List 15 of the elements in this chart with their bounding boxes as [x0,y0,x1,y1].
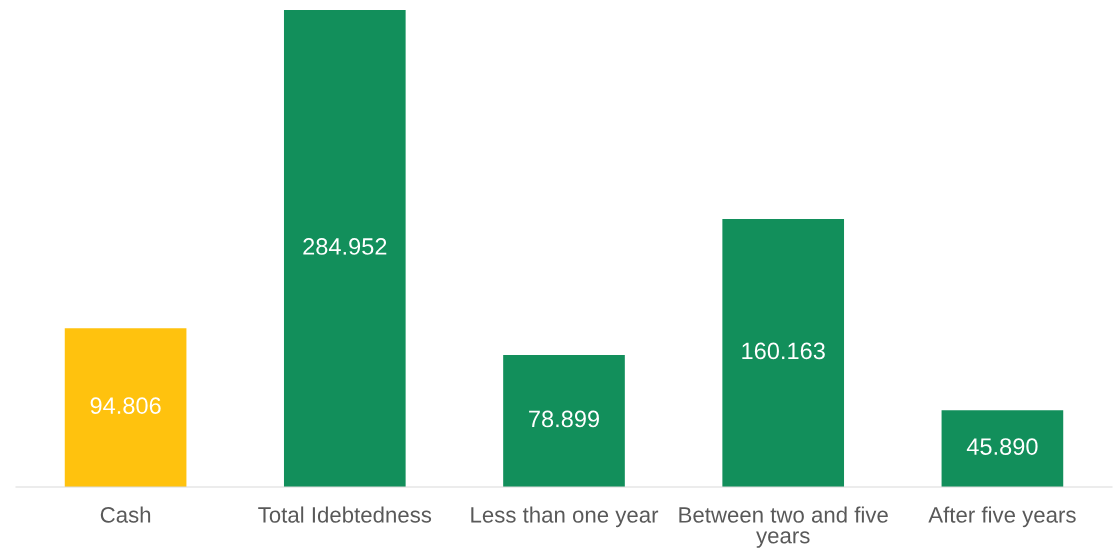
bar [722,218,845,487]
bar [64,328,187,487]
x-tick-label: Cash [100,506,151,523]
data-label: 45.890 [966,438,1038,455]
data-label: 160.163 [742,342,825,360]
data-label: 78.899 [529,410,599,428]
x-tick-label: Between two and five years [679,506,888,548]
x-tick-label: Less than one year [471,506,659,528]
bar [503,354,625,487]
data-label: 284.952 [303,238,387,255]
bar [941,410,1064,487]
data-label: 94.806 [90,397,161,414]
bar [283,10,406,487]
x-tick-label: After five years [928,506,1076,528]
x-tick-label: Total Idebtedness [258,506,432,523]
